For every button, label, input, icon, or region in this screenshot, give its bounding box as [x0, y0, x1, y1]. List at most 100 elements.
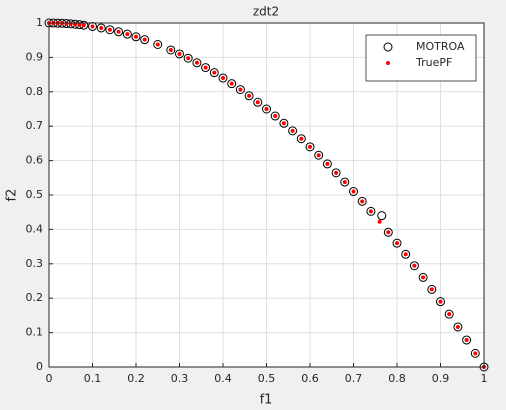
marker-dot [142, 37, 147, 42]
x-tick-label: 0.7 [345, 372, 363, 385]
marker-dot [81, 23, 86, 28]
marker-circle [366, 206, 376, 216]
marker-circle [105, 25, 115, 35]
y-tick-label: 0.3 [26, 257, 44, 270]
marker-circle [279, 118, 289, 128]
marker-circle [444, 309, 454, 319]
marker-dot [281, 121, 286, 126]
marker-dot [403, 252, 408, 257]
marker-dot [395, 241, 399, 246]
marker-dot [412, 263, 417, 268]
marker-circle [401, 249, 411, 259]
marker-dot [64, 21, 69, 26]
legend-label: TruePF [415, 56, 452, 69]
marker-dot [325, 161, 330, 166]
marker-dot [464, 338, 469, 343]
marker-circle [262, 104, 271, 114]
marker-circle [409, 261, 419, 271]
marker-dot [421, 275, 426, 280]
marker-dot [455, 324, 460, 329]
marker-circle [418, 272, 428, 282]
marker-circle [322, 159, 332, 169]
marker-circle [427, 284, 437, 294]
marker-circle [235, 85, 245, 95]
marker-circle [383, 227, 393, 237]
marker-dot [116, 29, 121, 34]
x-tick-label: 0.1 [84, 372, 102, 385]
y-tick-label: 0.7 [26, 119, 44, 132]
y-tick-label: 0.8 [26, 85, 44, 98]
marker-circle [288, 126, 298, 136]
x-tick-label: 0 [46, 372, 53, 385]
marker-dot [107, 27, 112, 32]
x-tick-label: 0.4 [214, 372, 232, 385]
y-tick-label: 0.5 [26, 188, 44, 201]
marker-dot [168, 47, 173, 52]
marker-dot [290, 128, 295, 133]
x-tick-label: 0.9 [432, 372, 450, 385]
marker-dot [203, 65, 208, 70]
marker-dot [308, 144, 312, 149]
marker-circle [436, 297, 445, 307]
marker-dot [351, 189, 356, 194]
legend-label: MOTROA [416, 40, 465, 53]
y-tick-label: 0.1 [26, 326, 44, 339]
marker-dot [438, 299, 443, 304]
marker-dot [377, 219, 382, 224]
marker-circle [183, 53, 193, 63]
marker-circle [175, 49, 184, 59]
y-tick-label: 0.6 [26, 154, 44, 167]
marker-circle [218, 73, 228, 83]
marker-circle [305, 142, 315, 152]
marker-dot [447, 312, 452, 317]
marker-circle [331, 168, 341, 178]
marker-dot [334, 170, 339, 175]
y-tick-label: 0.4 [26, 222, 44, 235]
marker-circle [462, 335, 472, 345]
marker-circle [357, 196, 367, 206]
x-tick-label: 0.3 [171, 372, 189, 385]
x-tick-label: 0.8 [388, 372, 406, 385]
marker-circle [140, 35, 150, 45]
marker-dot [386, 230, 391, 235]
marker-dot [99, 25, 104, 30]
marker-circle [192, 58, 202, 68]
marker-circle [296, 134, 306, 144]
x-tick-label: 0.2 [127, 372, 145, 385]
marker-circle [453, 322, 463, 332]
marker-circle [349, 187, 358, 197]
marker-dot [194, 60, 199, 65]
marker-dot [125, 32, 130, 37]
marker-circle [383, 42, 393, 52]
marker-dot [342, 180, 347, 185]
y-tick-label: 0 [36, 360, 43, 373]
chart-title: zdt2 [253, 5, 279, 19]
marker-dot [264, 107, 269, 111]
marker-dot [299, 136, 304, 141]
y-tick-label: 0.9 [26, 50, 44, 63]
marker-dot [316, 153, 321, 158]
y-tick-label: 0.2 [26, 291, 44, 304]
y-axis-label: f2 [5, 189, 20, 202]
marker-circle [314, 150, 324, 160]
marker-dot [247, 93, 252, 98]
marker-dot [177, 51, 182, 56]
marker-circle [96, 23, 106, 33]
marker-circle [253, 97, 263, 107]
marker-dot [229, 81, 234, 86]
marker-circle [244, 91, 254, 101]
marker-dot [212, 70, 217, 75]
marker-dot [155, 42, 160, 47]
marker-dot [77, 22, 82, 27]
marker-circle [377, 211, 387, 221]
marker-dot [68, 21, 73, 26]
marker-dot [186, 56, 191, 61]
marker-circle [227, 79, 237, 89]
marker-circle [201, 63, 211, 73]
marker-circle [114, 27, 124, 37]
marker-dot [473, 351, 478, 356]
marker-circle [122, 29, 132, 39]
x-axis-label: f1 [260, 393, 273, 408]
marker-circle [270, 111, 280, 121]
